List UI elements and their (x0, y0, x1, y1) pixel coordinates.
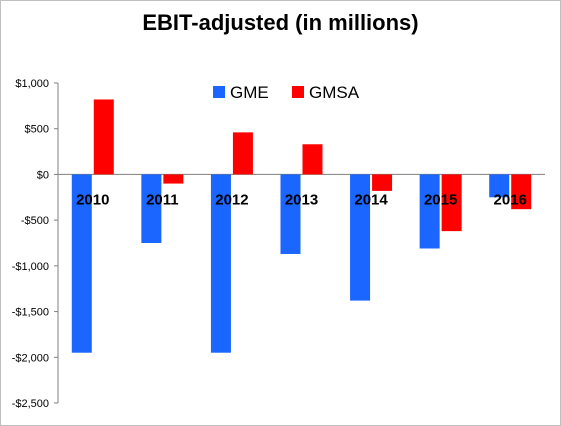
y-tick-label: -$1,500 (12, 307, 49, 319)
legend-swatch-gme (213, 86, 225, 98)
x-category-label: 2011 (146, 191, 179, 208)
bar-gme-2014 (350, 174, 371, 301)
y-tick-label: -$500 (21, 215, 49, 227)
legend-label-gme: GME (230, 83, 269, 102)
y-tick-label: $500 (25, 124, 49, 136)
bar-gme-2010 (71, 174, 92, 353)
x-category-label: 2012 (215, 191, 248, 208)
legend: GME GMSA (213, 83, 360, 102)
x-category-label: 2013 (285, 191, 318, 208)
bar-gmsa-2013 (302, 144, 323, 175)
bar-gme-2013 (280, 174, 301, 254)
x-category-label: 2016 (494, 191, 527, 208)
bar-gmsa-2016 (511, 174, 532, 210)
legend-swatch-gmsa (292, 86, 304, 98)
y-tick-label: -$2,500 (12, 398, 49, 410)
y-tick-label: -$2,000 (12, 352, 49, 364)
bar-gmsa-2010 (93, 99, 114, 175)
y-tick-label: -$1,000 (12, 261, 49, 273)
axes: $1,000 $500 $0 -$500 -$1,000 -$1,500 -$2,000 -$… (12, 78, 545, 410)
bar-gme-2015 (419, 174, 440, 249)
bar-gme-2011 (141, 174, 162, 243)
chart-title: EBIT-adjusted (in millions) (142, 10, 419, 35)
bar-gme-2016 (489, 174, 510, 198)
bar-gmsa-2011 (163, 174, 184, 184)
labels: 2010 2011 2012 2013 2014 2015 2016 (76, 191, 527, 208)
bar-gmsa-2015 (441, 174, 462, 232)
x-category-label: 2014 (354, 191, 388, 208)
bar-gme-2012 (210, 174, 231, 353)
bar-gmsa-2014 (372, 174, 393, 191)
y-tick-label: $0 (37, 169, 49, 181)
bar-gmsa-2012 (232, 132, 253, 175)
x-category-label: 2015 (424, 191, 457, 208)
x-category-label: 2010 (76, 191, 109, 208)
bars (71, 99, 532, 353)
legend-label-gmsa: GMSA (309, 83, 360, 102)
y-tick-label: $1,000 (15, 78, 49, 90)
